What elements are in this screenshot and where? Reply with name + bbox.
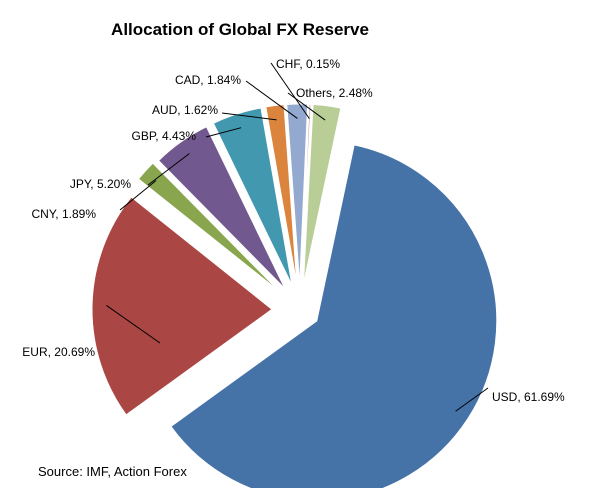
pie-slice-cny [137, 162, 280, 292]
slice-label-aud: AUD, 1.62% [152, 103, 218, 117]
slice-label-eur: EUR, 20.69% [22, 345, 95, 359]
leader-line-cad [245, 80, 298, 119]
slice-label-usd: USD, 61.69% [492, 390, 565, 404]
pie-slice-usd [170, 144, 498, 488]
pie-slice-cad [286, 103, 309, 285]
pie-slice-chf [300, 103, 312, 285]
slice-label-jpy: JPY, 5.20% [70, 177, 131, 191]
leader-line-gbp [205, 127, 242, 138]
chart-title: Allocation of Global FX Reserve [111, 20, 369, 39]
pie-slice-others [302, 103, 342, 285]
pie-slice-eur [91, 196, 273, 416]
slice-label-chf: CHF, 0.15% [276, 57, 340, 71]
pie-slice-jpy [157, 126, 286, 290]
leader-line-jpy [147, 153, 190, 186]
slice-label-others: Others, 2.48% [296, 86, 373, 100]
leader-line-aud [221, 112, 277, 121]
leader-line-chf [270, 62, 310, 119]
slice-label-gbp: GBP, 4.43% [132, 129, 197, 143]
pie-slice-gbp [212, 107, 293, 286]
slice-label-cad: CAD, 1.84% [175, 73, 241, 87]
source-note: Source: IMF, Action Forex [38, 464, 187, 479]
leader-line-others [287, 92, 326, 121]
slice-label-cny: CNY, 1.89% [32, 207, 97, 221]
pie-slice-aud [265, 104, 298, 285]
leader-line-usd [455, 387, 489, 412]
leader-line-cny [119, 180, 157, 211]
leader-line-eur [106, 305, 161, 344]
